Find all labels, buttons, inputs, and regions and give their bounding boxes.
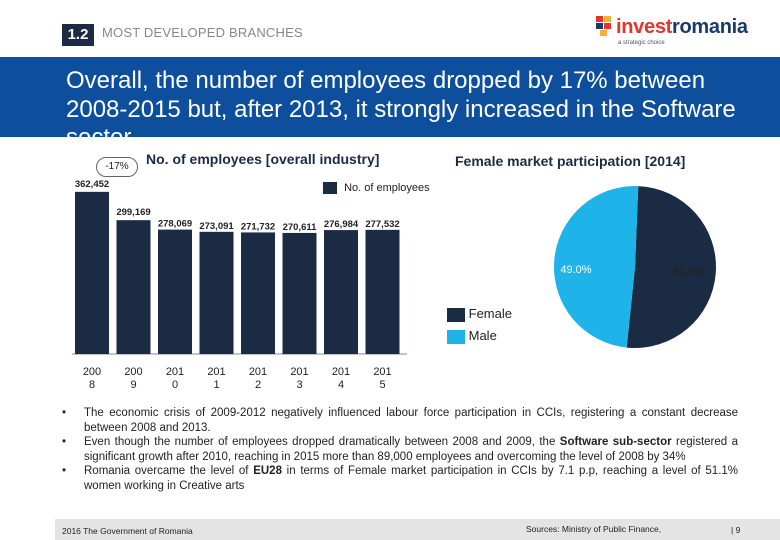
bar-legend-label: No. of employees (344, 182, 430, 194)
logo-wordmark: investromania (616, 16, 748, 39)
bar-tick-label: 201 (290, 366, 308, 378)
bar-tick-label: 201 (332, 366, 350, 378)
section-title: MOST DEVELOPED BRANCHES (102, 25, 303, 40)
bullet-item: • The economic crisis of 2009-2012 negati… (62, 406, 738, 435)
pie-legend-swatch-female (447, 307, 465, 322)
pie-slice-label: 49.0% (560, 264, 591, 276)
bar-tick-label: 9 (130, 379, 136, 391)
bullet-emphasis: EU28 (253, 465, 282, 478)
slide-title: Overall, the number of employees dropped… (66, 67, 736, 137)
footer: 2016 The Government of Romania Sources: … (55, 519, 780, 540)
bar (324, 230, 358, 354)
title-banner: Overall, the number of employees dropped… (0, 57, 780, 137)
bullet-text: Even though the number of employees drop… (84, 436, 560, 449)
bar-legend: No. of employees (323, 182, 430, 195)
bar-tick-label: 3 (296, 379, 302, 391)
bar (282, 232, 317, 354)
bar-value-label: 276,984 (324, 219, 359, 230)
pie-legend-label-female: Female (468, 306, 512, 321)
page-number: | 9 (731, 525, 741, 535)
bar-value-label: 278,069 (158, 219, 192, 230)
bullet-item: • Even though the number of employees dro… (62, 435, 738, 464)
bar-chart-title: No. of employees [overall industry] (146, 151, 380, 167)
bar-tick-label: 2 (255, 379, 261, 391)
bullet-text: Romania overcame the level of (84, 465, 254, 478)
pie-slice-label: 51.0% (673, 266, 704, 278)
bar-tick-label: 201 (373, 366, 391, 378)
bar-value-label: 277,532 (365, 219, 399, 230)
bullet-text: registered a significant growth after 20… (84, 436, 738, 463)
bar (199, 231, 234, 354)
bullet-item: • Romania overcame the level of EU28 in t… (62, 464, 738, 493)
bar (241, 232, 275, 354)
bar-value-label: 270,611 (283, 222, 318, 233)
bar-tick-label: 201 (207, 366, 225, 378)
bar (365, 229, 400, 354)
bar (116, 220, 151, 354)
bullet-list: • The economic crisis of 2009-2012 negati… (62, 406, 738, 494)
bar-chart: 362,4522008299,1692009278,0692010273,091… (72, 179, 407, 391)
pie-slice (554, 185, 639, 348)
pie-slice (626, 186, 717, 348)
bar-value-label: 362,452 (75, 179, 109, 190)
bar-value-label: 299,169 (116, 207, 150, 218)
logo-mark-icon (596, 16, 611, 36)
bar-tick-label: 200 (83, 366, 101, 378)
pie-chart-title: Female market participation [2014] (455, 153, 686, 169)
pie-legend-swatch-male (447, 329, 465, 344)
section-number-badge: 1.2 (62, 24, 94, 46)
bullet-text: in terms of Female market participation … (84, 465, 739, 492)
bar-legend-swatch (323, 182, 337, 195)
bar (75, 191, 109, 354)
footer-sources: Sources: Ministry of Public Finance, (526, 524, 662, 534)
bar-tick-label: 4 (338, 379, 344, 391)
bar-value-label: 273,091 (199, 221, 234, 232)
footer-copyright: 2016 The Government of Romania (62, 526, 193, 536)
bullet-text: The economic crisis of 2009-2012 negativ… (84, 407, 738, 434)
bar-tick-label: 201 (249, 366, 267, 378)
pie-legend-item-female: Female (447, 303, 512, 325)
logo-tagline: a strategic choice (618, 40, 665, 46)
bar-tick-label: 0 (172, 379, 178, 391)
logo-wordmark-romania: romania (672, 16, 748, 38)
bar-tick-label: 8 (89, 379, 95, 391)
pie-legend-label-male: Male (468, 328, 497, 343)
bar (158, 229, 192, 354)
bullet-marker: • (62, 465, 67, 478)
bullet-marker: • (62, 436, 67, 449)
bar-value-label: 271,732 (241, 221, 275, 232)
logo-wordmark-invest: invest (616, 16, 673, 38)
bar-tick-label: 1 (213, 379, 219, 391)
change-percentage-badge: -17% (96, 157, 138, 177)
bar-tick-label: 5 (379, 379, 385, 391)
bullet-emphasis: Software sub-sector (559, 436, 672, 449)
investromania-logo: investromania a strategic choice (596, 14, 748, 50)
pie-legend: Female Male (447, 303, 512, 347)
bullet-marker: • (62, 407, 67, 419)
bar-tick-label: 200 (124, 366, 142, 378)
bar-tick-label: 201 (166, 366, 184, 378)
pie-legend-item-male: Male (447, 325, 512, 347)
